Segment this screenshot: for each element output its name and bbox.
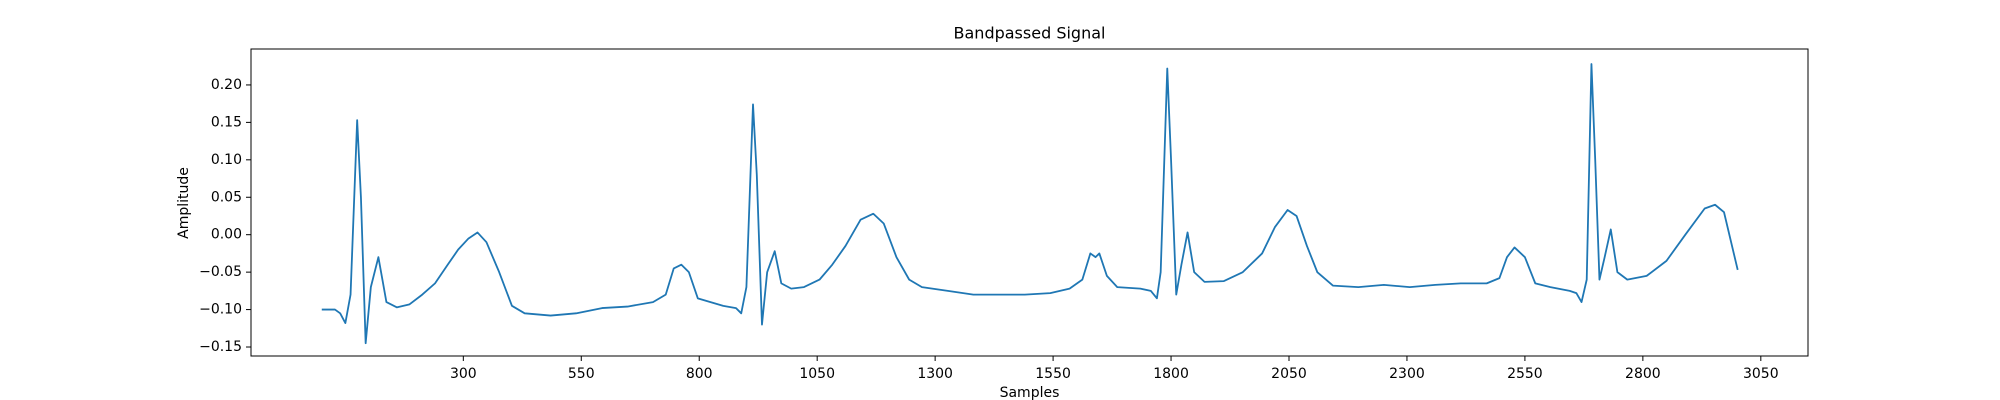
x-tick-label: 1550 — [1035, 366, 1071, 382]
x-tick-label: 550 — [568, 366, 595, 382]
x-tick-label: 300 — [450, 366, 477, 382]
x-tick-label: 800 — [686, 366, 713, 382]
x-tick-label: 1050 — [799, 366, 835, 382]
x-tick-label: 2800 — [1625, 366, 1661, 382]
y-tick-label: 0.20 — [211, 77, 242, 93]
x-tick-label: 3050 — [1743, 366, 1779, 382]
y-tick-label: 0.15 — [211, 114, 242, 130]
x-tick-label: 1800 — [1153, 366, 1189, 382]
signal-line — [321, 63, 1739, 345]
plot-frame — [250, 48, 1809, 357]
x-tick-label: 2300 — [1389, 366, 1425, 382]
y-tick-label: 0.05 — [211, 189, 242, 205]
y-tick-label: 0.00 — [211, 227, 242, 243]
x-tick-label: 1300 — [917, 366, 953, 382]
x-tick-label: 2050 — [1271, 366, 1307, 382]
x-tick-label: 2550 — [1507, 366, 1543, 382]
y-tick-label: 0.10 — [211, 152, 242, 168]
y-axis-label: Amplitude — [176, 167, 192, 239]
y-tick-label: −0.05 — [199, 264, 242, 280]
y-tick-label: −0.10 — [199, 302, 242, 318]
x-axis-label: Samples — [1000, 385, 1060, 400]
y-tick-label: −0.15 — [199, 339, 242, 355]
chart-title: Bandpassed Signal — [954, 24, 1106, 43]
